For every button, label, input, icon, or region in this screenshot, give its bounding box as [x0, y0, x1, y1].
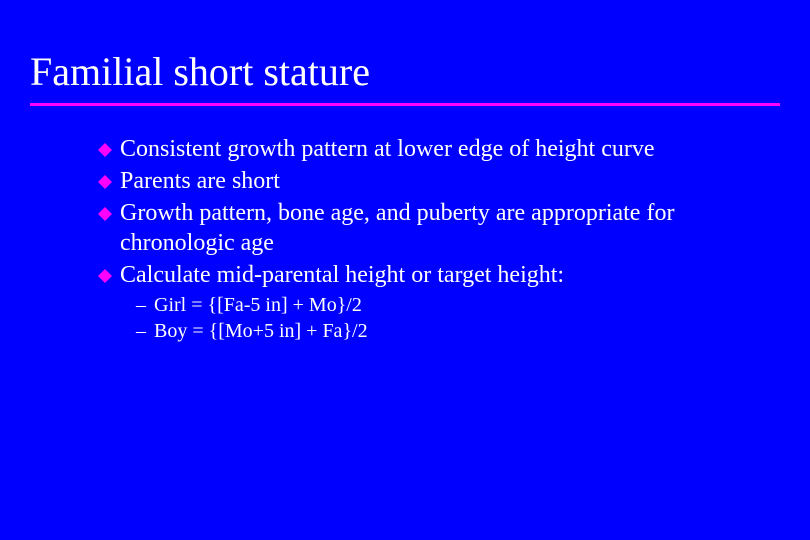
slide: Familial short stature Consistent growth…: [0, 0, 810, 540]
bullet-item: Consistent growth pattern at lower edge …: [98, 134, 760, 164]
diamond-icon: [98, 143, 112, 157]
bullet-item: Growth pattern, bone age, and puberty ar…: [98, 198, 760, 258]
sub-bullet-text: Boy = {[Mo+5 in] + Fa}/2: [154, 318, 760, 344]
bullet-text: Calculate mid-parental height or target …: [120, 260, 760, 290]
diamond-icon: [98, 175, 112, 189]
title-block: Familial short stature: [30, 48, 780, 106]
sub-bullet-item: – Boy = {[Mo+5 in] + Fa}/2: [136, 318, 760, 344]
dash-icon: –: [136, 318, 150, 344]
slide-title: Familial short stature: [30, 48, 780, 101]
bullet-text: Consistent growth pattern at lower edge …: [120, 134, 760, 164]
dash-icon: –: [136, 292, 150, 318]
diamond-icon: [98, 269, 112, 283]
diamond-icon: [98, 207, 112, 221]
bullet-text: Parents are short: [120, 166, 760, 196]
bullet-text: Growth pattern, bone age, and puberty ar…: [120, 198, 760, 258]
sub-bullet-text: Girl = {[Fa-5 in] + Mo}/2: [154, 292, 760, 318]
slide-body: Consistent growth pattern at lower edge …: [98, 134, 760, 344]
bullet-item: Parents are short: [98, 166, 760, 196]
title-underline: [30, 103, 780, 106]
sub-bullet-list: – Girl = {[Fa-5 in] + Mo}/2 – Boy = {[Mo…: [136, 292, 760, 344]
bullet-item: Calculate mid-parental height or target …: [98, 260, 760, 290]
sub-bullet-item: – Girl = {[Fa-5 in] + Mo}/2: [136, 292, 760, 318]
